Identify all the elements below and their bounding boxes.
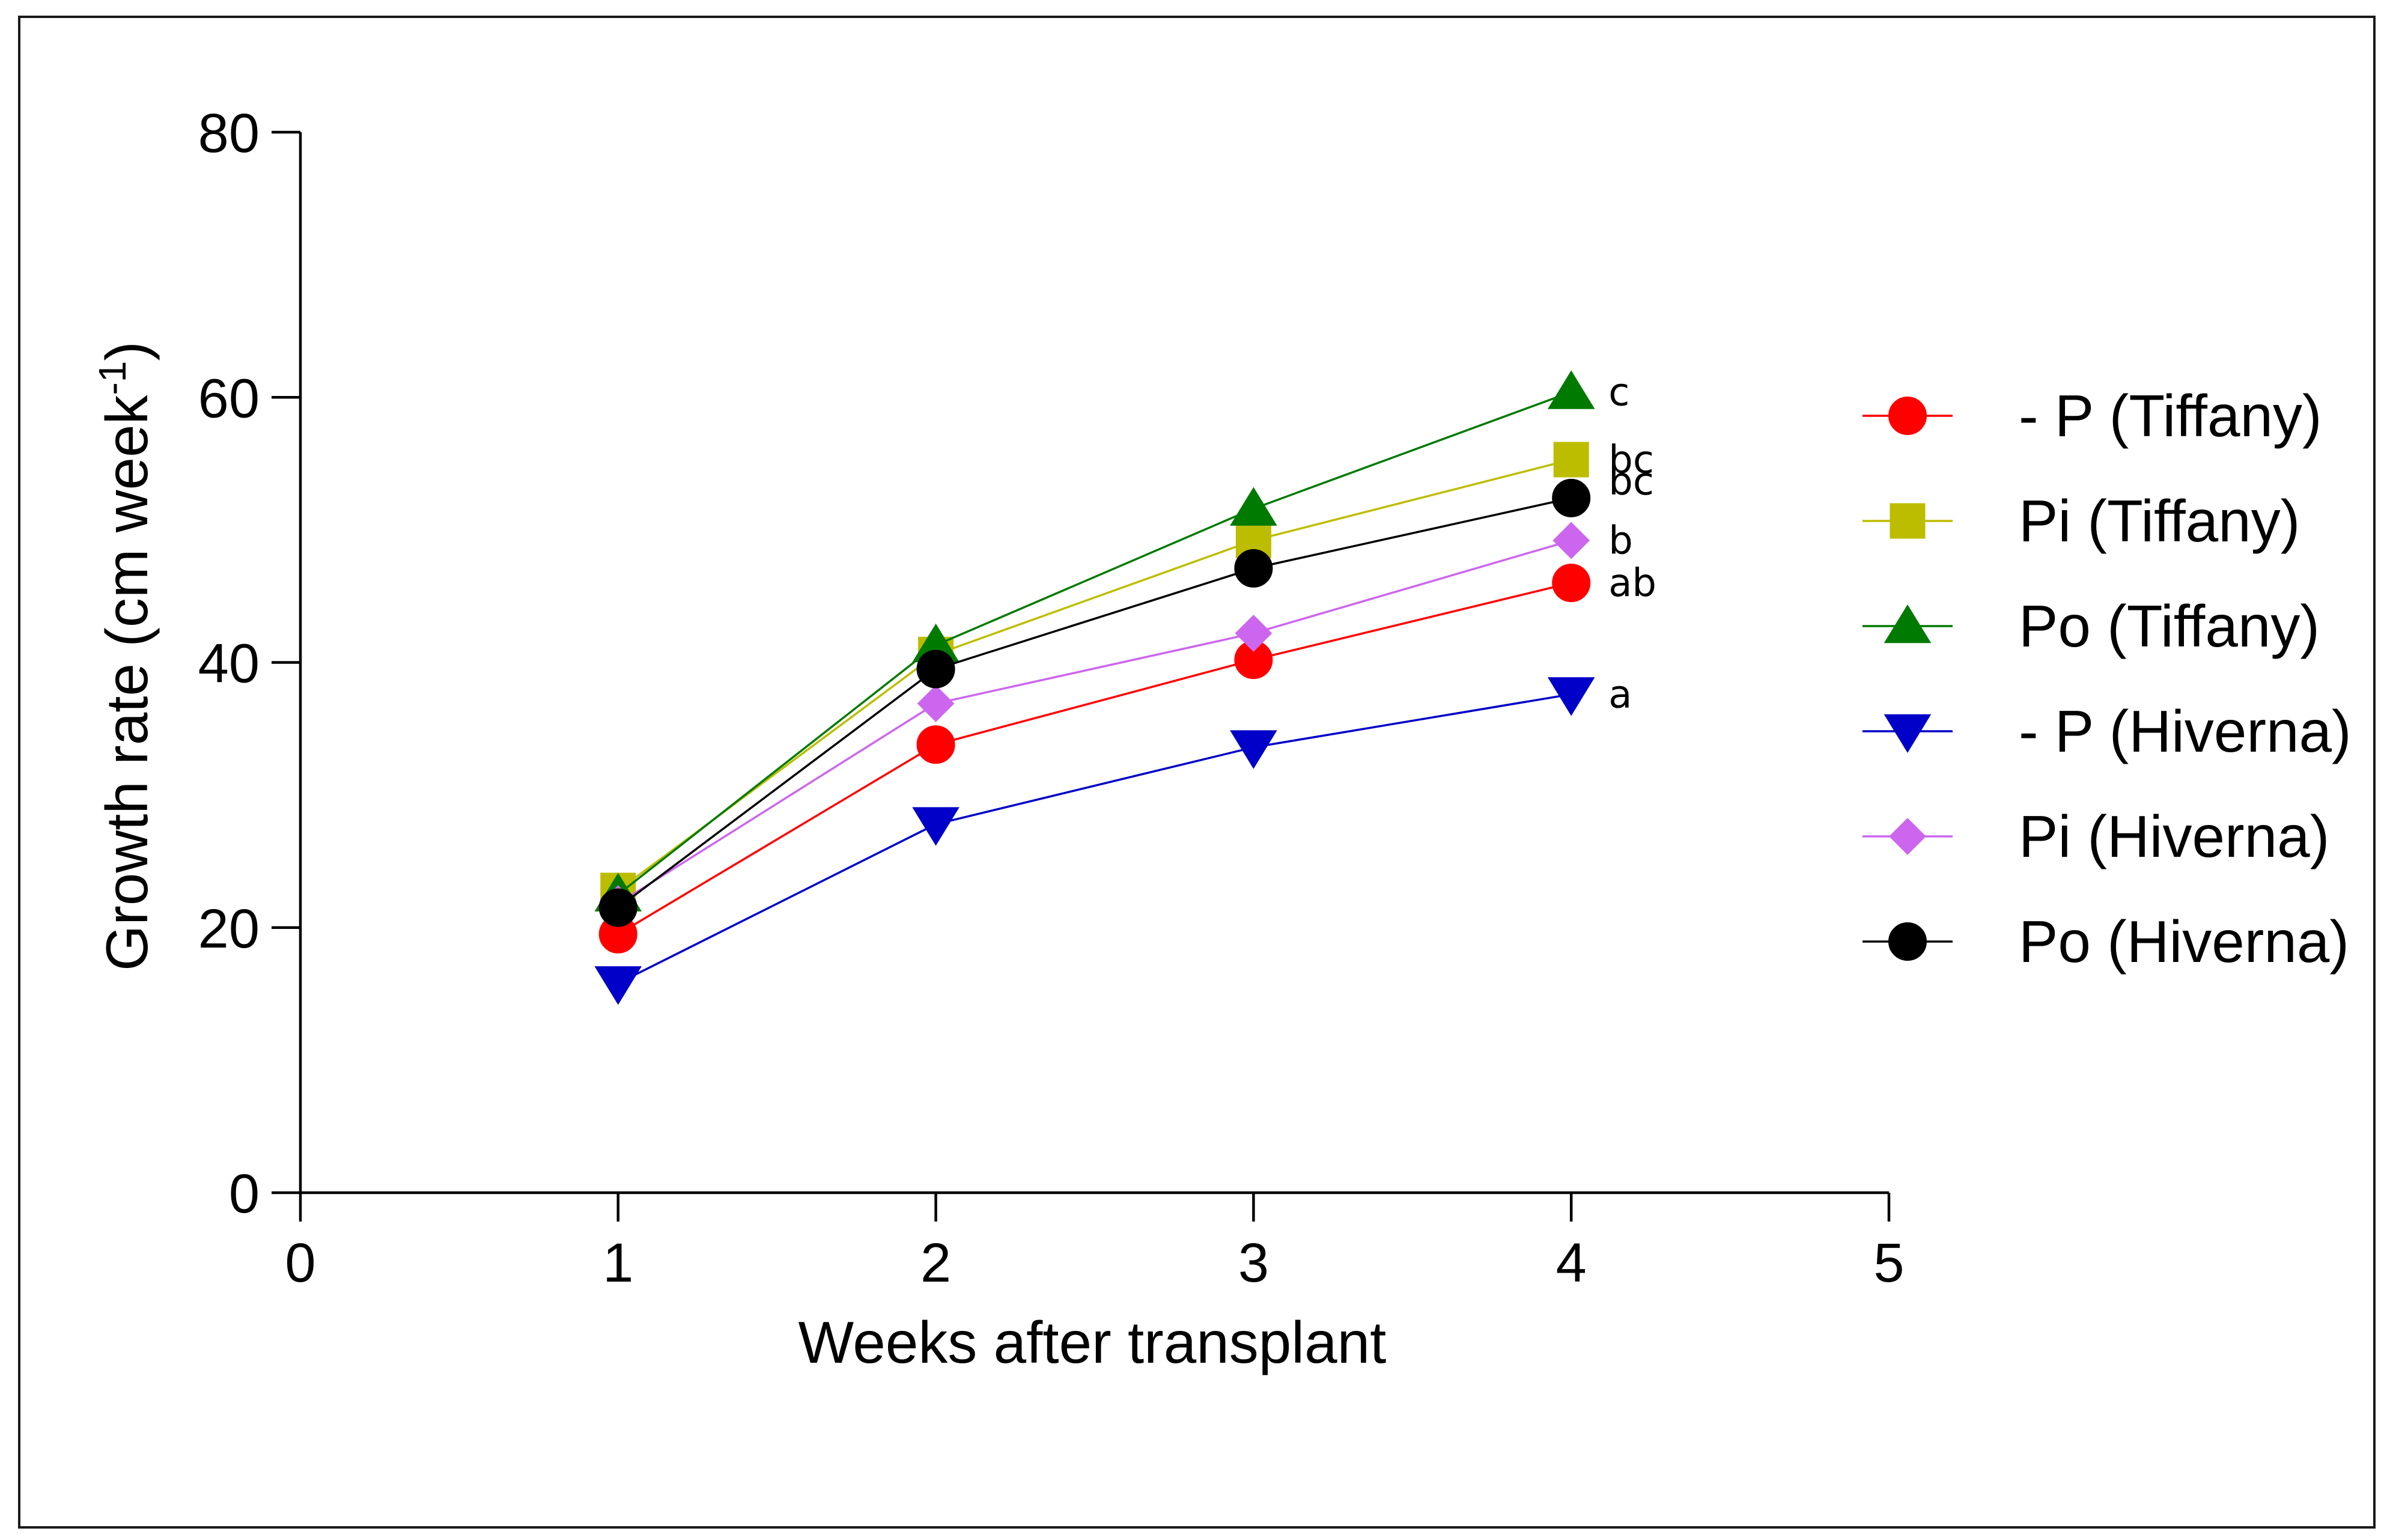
significance-label-1: bc bbox=[1608, 438, 1654, 482]
y-tick-label-0: 0 bbox=[229, 1163, 260, 1225]
legend-label-1: Pi (Tiffany) bbox=[2019, 488, 2300, 554]
series-3 bbox=[594, 677, 1595, 1005]
legend-label-5: Po (Hiverna) bbox=[2019, 908, 2349, 975]
series-3-point-0 bbox=[594, 966, 642, 1005]
x-tick-label-5: 5 bbox=[1873, 1232, 1904, 1294]
series-line-1 bbox=[617, 458, 1572, 892]
legend-label-3: - P (Hiverna) bbox=[2019, 698, 2352, 764]
series-line-3 bbox=[618, 693, 1572, 984]
series-5 bbox=[598, 478, 1591, 927]
legend-marker-1 bbox=[1890, 503, 1926, 539]
significance-label-5: bc bbox=[1608, 460, 1654, 504]
y-tick-label-60: 60 bbox=[198, 368, 260, 429]
series-3-point-2 bbox=[1230, 730, 1277, 769]
legend-item-5: Po (Hiverna) bbox=[1862, 908, 2349, 975]
series-2 bbox=[594, 370, 1595, 912]
legend-item-3: - P (Hiverna) bbox=[1862, 698, 2352, 764]
series-5-point-3 bbox=[1552, 478, 1591, 517]
series-5-point-2 bbox=[1234, 549, 1273, 588]
y-tick-label-40: 40 bbox=[198, 633, 260, 695]
series-1 bbox=[600, 442, 1589, 908]
series-3-point-3 bbox=[1547, 677, 1595, 716]
legend-item-0: - P (Tiffany) bbox=[1862, 383, 2322, 449]
series-1-point-3 bbox=[1553, 442, 1589, 478]
series-0-point-1 bbox=[916, 725, 955, 764]
x-tick-label-0: 0 bbox=[285, 1232, 315, 1294]
legend-item-4: Pi (Hiverna) bbox=[1862, 803, 2329, 869]
series-3-point-1 bbox=[912, 807, 959, 846]
significance-label-3: a bbox=[1608, 672, 1632, 717]
y-axis-title-superscript: -1 bbox=[91, 361, 134, 395]
legend-label-0: - P (Tiffany) bbox=[2019, 383, 2322, 449]
series-line-0 bbox=[617, 582, 1572, 936]
series-4-point-3 bbox=[1552, 522, 1590, 559]
significance-label-2: c bbox=[1608, 370, 1629, 415]
y-tick-label-80: 80 bbox=[198, 103, 260, 164]
series-4 bbox=[599, 522, 1590, 922]
series-2-point-2 bbox=[1230, 487, 1277, 526]
significance-label-4: b bbox=[1608, 519, 1633, 564]
y-tick-label-20: 20 bbox=[198, 898, 260, 960]
y-axis-title-main: Growth rate (cm week bbox=[94, 395, 160, 971]
series-0 bbox=[598, 564, 1591, 954]
series-4-point-1 bbox=[917, 685, 955, 722]
series-5-point-1 bbox=[916, 650, 955, 689]
legend-marker-2 bbox=[1884, 604, 1932, 644]
series-line-4 bbox=[617, 539, 1572, 905]
legend-item-2: Po (Tiffany) bbox=[1862, 593, 2320, 659]
series-4-point-2 bbox=[1235, 615, 1273, 652]
legend-marker-5 bbox=[1888, 922, 1927, 961]
figure-frame bbox=[18, 16, 2376, 1529]
axes: 0 1 2 3 4 5 0 20 40 60 80 bbox=[198, 103, 1905, 1294]
y-axis-title-close: ) bbox=[94, 341, 160, 361]
x-axis-title: Weeks after transplant bbox=[798, 1309, 1387, 1375]
x-tick-label-4: 4 bbox=[1556, 1232, 1587, 1294]
legend: - P (Tiffany) Pi (Tiffany) Po (Tiffany) - P… bbox=[1862, 383, 2352, 975]
legend-marker-4 bbox=[1889, 818, 1926, 855]
series-2-point-3 bbox=[1547, 370, 1595, 409]
legend-label-2: Po (Tiffany) bbox=[2019, 593, 2320, 659]
series-0-point-3 bbox=[1552, 564, 1591, 603]
significance-label-0: ab bbox=[1608, 561, 1656, 606]
series-5-point-0 bbox=[598, 888, 637, 927]
legend-marker-3 bbox=[1884, 714, 1932, 753]
series-layer bbox=[594, 370, 1595, 1005]
series-line-2 bbox=[617, 391, 1572, 895]
x-tick-label-1: 1 bbox=[603, 1232, 633, 1294]
legend-item-1: Pi (Tiffany) bbox=[1862, 488, 2300, 554]
legend-label-4: Pi (Hiverna) bbox=[2019, 803, 2329, 869]
x-tick-label-3: 3 bbox=[1238, 1232, 1269, 1294]
series-line-5 bbox=[617, 497, 1572, 909]
y-axis-title: Growth rate (cm week-1) bbox=[91, 341, 160, 971]
x-tick-label-2: 2 bbox=[920, 1232, 951, 1294]
legend-marker-0 bbox=[1888, 397, 1927, 435]
